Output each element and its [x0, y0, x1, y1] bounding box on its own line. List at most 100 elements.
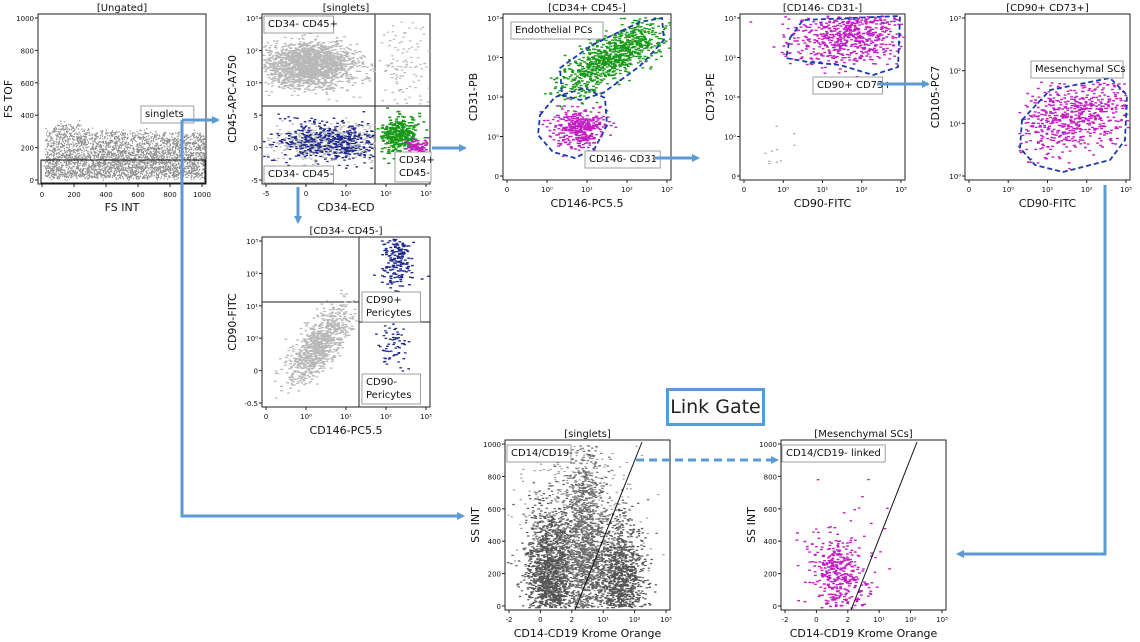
gate-label-cd14-cd19neg-linked-box — [781, 444, 886, 463]
data-points — [582, 489, 658, 609]
y-tick-label: 10³ — [949, 15, 961, 23]
y-axis-label: CD45-APC-A750 — [226, 55, 239, 143]
y-axis-label: CD90-FITC — [226, 293, 239, 351]
plot-panel: [CD34- CD45-] CD146-PC5.5 CD90-FITC 0 10⁰ 10¹… — [226, 226, 432, 437]
y-tick-label: 1000 — [759, 441, 777, 449]
y-tick-label: 1000 — [16, 15, 34, 23]
quadrant-label-cd90pos-pericytes: CD90+ Pericytes — [361, 291, 421, 323]
y-tick-label: 0 — [773, 603, 777, 611]
gate-label-cd14-cd19neg-line: CD14/CD19- — [511, 448, 573, 459]
y-tick-label: 0 — [495, 173, 499, 181]
y-tick-label: 10² — [949, 68, 961, 76]
y-tick-label: 10² — [487, 55, 499, 63]
x-tick-label: -5 — [263, 190, 270, 198]
quadrant-label-cd34-cd45neg: CD34- CD45- — [263, 165, 334, 184]
data-points — [795, 512, 891, 609]
x-tick-label: 10⁰ — [1002, 186, 1014, 194]
data-points — [539, 97, 618, 158]
gate-label-cd90pos-cd73pos: CD90+ CD73+ — [812, 76, 892, 95]
plot-panel: [Mesenchymal SCs] CD14-CD19 Krome Orange S… — [745, 429, 948, 640]
quadrant-label-cd90pos-pericytes-box — [361, 291, 421, 323]
quadrant-label-cd90pos-pericytes-line: CD90+ — [366, 295, 402, 306]
y-tick-label: 400 — [764, 538, 777, 546]
quadrant-label-cd34-cd45pos-line: CD34- CD45+ — [268, 19, 338, 30]
y-tick-label: 0 — [497, 603, 501, 611]
gate-label-cd146neg-cd31neg-line: CD146- CD31- — [589, 154, 661, 165]
x-tick-label: 10¹ — [581, 186, 593, 194]
x-axis-label: FS INT — [105, 201, 140, 214]
y-tick-label: 800 — [21, 47, 34, 55]
x-tick-label: 2 — [846, 616, 850, 624]
plot-panel: [CD34+ CD45-] CD146-PC5.5 CD31-PB 0 10⁰ 10¹ 10… — [467, 3, 673, 210]
plot-panel: [singlets] CD34-ECD CD45-APC-A750 -5 0 10¹ 10²… — [226, 3, 435, 214]
plot-title: [singlets] — [564, 429, 611, 440]
x-tick-label: 10² — [905, 616, 917, 624]
y-tick-label: 10¹ — [949, 120, 961, 128]
data-points — [274, 289, 358, 399]
y-tick-label: 10³ — [487, 15, 499, 23]
data-points — [262, 111, 375, 170]
x-tick-label: 10³ — [420, 413, 432, 421]
y-tick-label: 0 — [732, 173, 736, 181]
plot-panel: [Ungated] FS INT FS TOF 0 200 400 600 800 1000 0 2… — [2, 3, 211, 214]
quadrant-label-cd34pos-cd45neg: CD34+ CD45- — [394, 151, 435, 183]
x-axis-label: CD90-FITC — [1019, 197, 1077, 210]
x-tick-label: 10² — [621, 186, 633, 194]
x-axis-label: CD14-CD19 Krome Orange — [790, 627, 938, 640]
x-axis-label: CD34-ECD — [317, 201, 374, 214]
data-points — [376, 107, 429, 164]
cd90pos-cd73pos-gate — [784, 15, 901, 76]
x-tick-label: 0 — [538, 616, 542, 624]
y-tick-label: 10³ — [246, 15, 258, 23]
plot-title: [CD90+ CD73+] — [1006, 3, 1089, 14]
data-points — [42, 143, 167, 178]
gate-label-cd14-cd19neg-linked: CD14/CD19- linked — [781, 444, 886, 463]
y-tick-label: 10² — [246, 270, 258, 278]
x-tick-label: 10² — [1081, 186, 1093, 194]
x-tick-label: 10² — [856, 186, 868, 194]
x-tick-label: 10⁰ — [541, 186, 553, 194]
quadrant-label-cd34-cd45neg-line: CD34- CD45- — [268, 169, 334, 180]
quadrant-label-cd34pos-cd45neg-line: CD45- — [399, 168, 430, 179]
data-points — [378, 21, 431, 105]
y-tick-label: 200 — [764, 571, 777, 579]
gate-label-cd90pos-cd73pos-line: CD90+ CD73+ — [817, 80, 892, 91]
quadrant-label-cd90neg-pericytes: CD90- Pericytes — [361, 373, 421, 405]
x-tick-label: 10³ — [895, 186, 907, 194]
y-tick-label: 200 — [488, 571, 501, 579]
x-tick-label: 10² — [380, 413, 392, 421]
x-tick-label: 400 — [99, 191, 112, 199]
y-tick-label: 0 — [254, 145, 258, 153]
x-tick-label: 10¹ — [817, 186, 829, 194]
y-tick-label: 10¹ — [246, 303, 258, 311]
y-tick-label: 400 — [488, 538, 501, 546]
x-tick-label: 10² — [380, 190, 392, 198]
x-tick-label: -2 — [782, 616, 789, 624]
x-tick-label: 10¹ — [340, 190, 352, 198]
x-tick-label: 10¹ — [340, 413, 352, 421]
y-tick-label: 10¹ — [724, 94, 736, 102]
x-tick-label: 600 — [131, 191, 144, 199]
quadrant-label-cd90neg-pericytes-line: Pericytes — [366, 390, 411, 401]
arrows — [180, 80, 1107, 558]
y-tick-label: 600 — [21, 80, 34, 88]
x-tick-label: 10¹ — [873, 616, 885, 624]
x-tick-label: 10³ — [660, 616, 672, 624]
quadrant-label-cd34-cd45pos-box — [263, 15, 334, 34]
gate-label-cd14-cd19neg: CD14/CD19- — [506, 444, 573, 463]
x-tick-label: 10³ — [936, 616, 948, 624]
gate-label-mesenchymal-scs-line: Mesenchymal SCs — [1035, 64, 1126, 75]
quadrant-label-cd34-cd45neg-box — [263, 165, 334, 184]
plot-panel: [singlets] CD14-CD19 Krome Orange SS INT -2… — [469, 429, 672, 640]
data-points — [796, 478, 889, 587]
gate-label-endothelial-pcs-line: Endothelial PCs — [515, 25, 592, 36]
y-tick-label: 0 — [254, 368, 258, 376]
plot-frame — [964, 13, 1131, 181]
x-tick-label: 10³ — [661, 186, 673, 194]
link-gate-label: Link Gate — [666, 388, 765, 426]
data-points — [262, 29, 376, 102]
x-tick-label: 1000 — [193, 191, 211, 199]
y-tick-label: 600 — [764, 506, 777, 514]
gate-label-singlets: singlets — [140, 105, 195, 124]
data-points — [764, 125, 796, 165]
